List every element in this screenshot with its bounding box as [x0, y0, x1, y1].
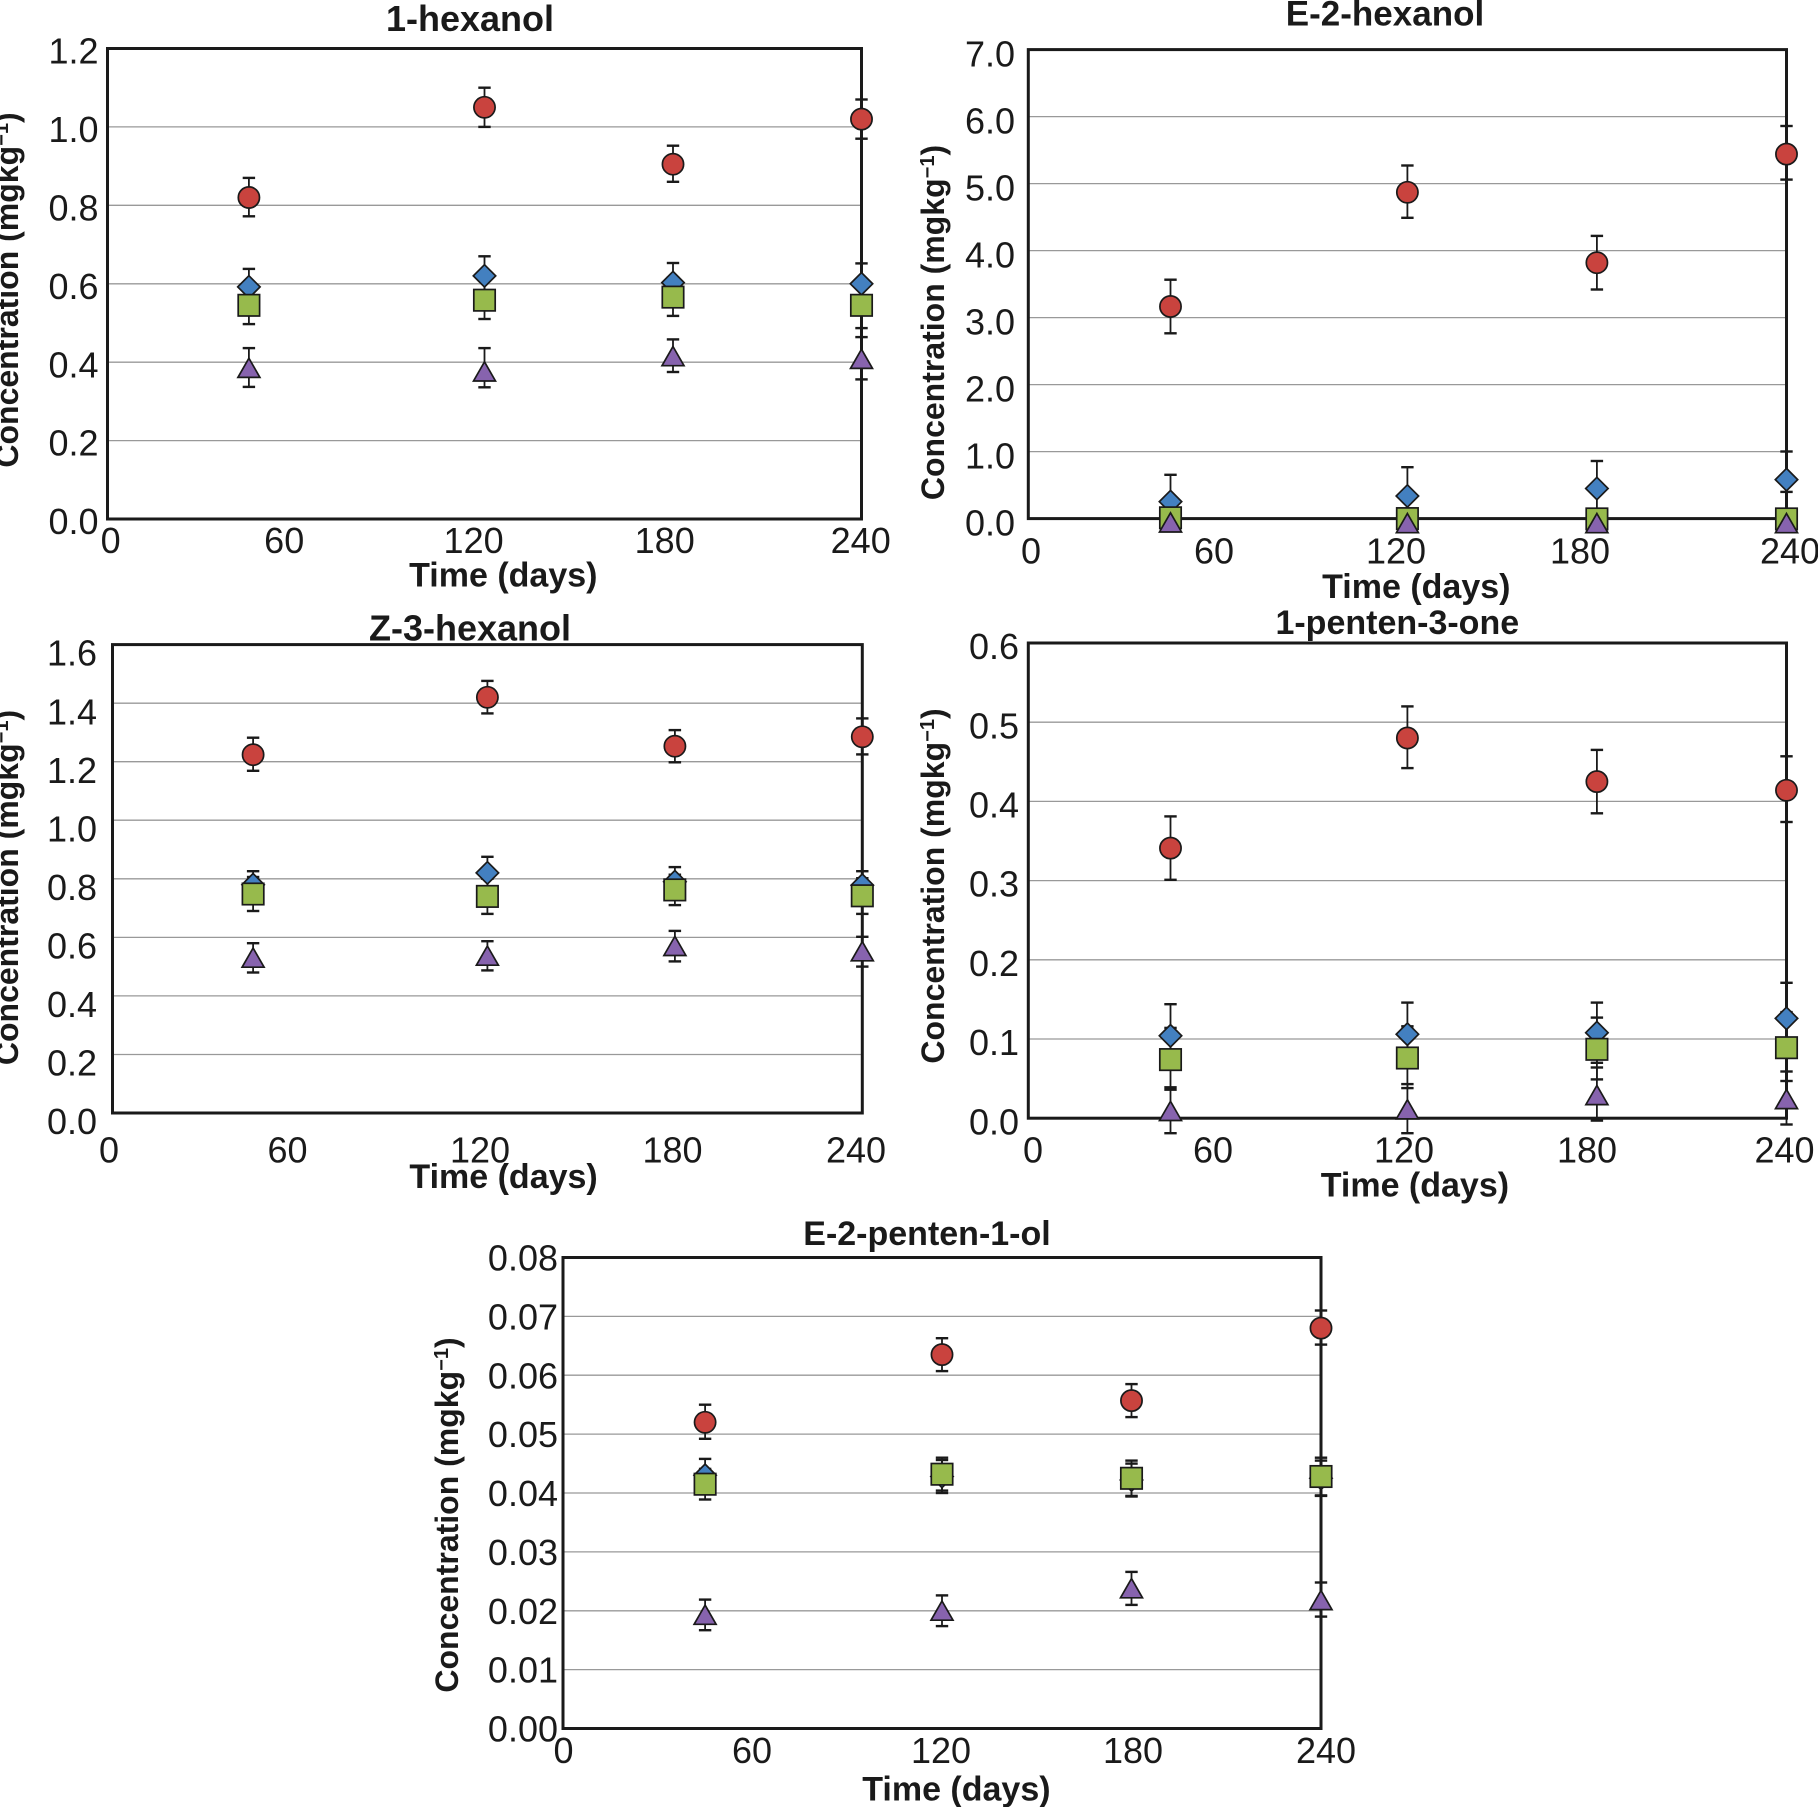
svg-text:0.04: 0.04 [488, 1473, 558, 1514]
svg-text:Concentration (mgkg−1): Concentration (mgkg−1) [915, 708, 951, 1063]
svg-text:0.02: 0.02 [488, 1591, 558, 1632]
svg-text:1.6: 1.6 [47, 633, 97, 674]
svg-text:1.2: 1.2 [47, 750, 97, 791]
svg-text:Time (days): Time (days) [1321, 1167, 1509, 1205]
svg-text:0.5: 0.5 [969, 705, 1019, 746]
svg-text:60: 60 [1194, 531, 1234, 572]
svg-text:0.0: 0.0 [47, 1101, 97, 1142]
svg-text:0.08: 0.08 [488, 1238, 558, 1279]
svg-text:0.2: 0.2 [47, 1043, 97, 1084]
svg-text:120: 120 [1366, 531, 1426, 572]
svg-text:180: 180 [635, 520, 695, 561]
svg-text:1.2: 1.2 [48, 31, 98, 72]
svg-text:180: 180 [1550, 531, 1610, 572]
svg-text:1.0: 1.0 [47, 808, 97, 849]
svg-text:0.8: 0.8 [48, 188, 98, 229]
svg-text:Time (days): Time (days) [409, 557, 597, 595]
svg-text:0.4: 0.4 [47, 984, 97, 1025]
svg-text:0.6: 0.6 [48, 266, 98, 307]
svg-text:0.0: 0.0 [965, 503, 1015, 544]
svg-text:1-hexanol: 1-hexanol [386, 0, 554, 39]
svg-text:0.05: 0.05 [488, 1414, 558, 1455]
svg-text:180: 180 [642, 1129, 702, 1170]
svg-text:Time (days): Time (days) [862, 1771, 1050, 1807]
svg-text:120: 120 [450, 1129, 510, 1170]
svg-text:0.00: 0.00 [488, 1709, 558, 1750]
svg-text:0.0: 0.0 [969, 1101, 1019, 1142]
svg-text:60: 60 [264, 520, 304, 561]
svg-text:0: 0 [101, 520, 121, 561]
svg-text:2.0: 2.0 [965, 369, 1015, 410]
svg-text:4.0: 4.0 [965, 235, 1015, 276]
svg-text:Concentration (mgkg−1): Concentration (mgkg−1) [0, 112, 25, 467]
svg-text:Concentration (mgkg−1): Concentration (mgkg−1) [915, 145, 951, 500]
svg-text:0: 0 [99, 1129, 119, 1170]
svg-text:0.2: 0.2 [48, 423, 98, 464]
svg-text:0: 0 [1023, 1130, 1043, 1171]
svg-text:0.0: 0.0 [48, 501, 98, 542]
svg-text:E-2-hexanol: E-2-hexanol [1286, 0, 1484, 34]
svg-text:240: 240 [1296, 1730, 1356, 1771]
svg-text:1.4: 1.4 [47, 691, 97, 732]
svg-text:0: 0 [553, 1730, 573, 1771]
svg-text:5.0: 5.0 [965, 168, 1015, 209]
svg-text:0.07: 0.07 [488, 1297, 558, 1338]
svg-text:60: 60 [732, 1730, 772, 1771]
svg-text:240: 240 [826, 1129, 886, 1170]
svg-text:Time (days): Time (days) [1322, 568, 1510, 606]
svg-text:7.0: 7.0 [965, 34, 1015, 75]
svg-text:60: 60 [267, 1129, 307, 1170]
svg-text:180: 180 [1557, 1130, 1617, 1171]
svg-text:0.8: 0.8 [47, 867, 97, 908]
svg-text:0.2: 0.2 [969, 943, 1019, 984]
svg-text:0.4: 0.4 [969, 785, 1019, 826]
svg-text:240: 240 [1760, 531, 1818, 572]
svg-text:3.0: 3.0 [965, 302, 1015, 343]
svg-text:120: 120 [911, 1730, 971, 1771]
svg-text:240: 240 [831, 520, 891, 561]
svg-text:0.01: 0.01 [488, 1650, 558, 1691]
svg-text:Concentration (mgkg−1): Concentration (mgkg−1) [429, 1337, 465, 1692]
svg-text:0.4: 0.4 [48, 344, 98, 385]
svg-text:0.06: 0.06 [488, 1355, 558, 1396]
svg-text:1.0: 1.0 [48, 109, 98, 150]
svg-text:Concentration (mgkg−1): Concentration (mgkg−1) [0, 710, 25, 1065]
svg-text:6.0: 6.0 [965, 101, 1015, 142]
svg-text:60: 60 [1193, 1130, 1233, 1171]
svg-text:0.3: 0.3 [969, 864, 1019, 905]
svg-text:0.6: 0.6 [969, 626, 1019, 667]
svg-text:240: 240 [1754, 1130, 1814, 1171]
svg-text:Z-3-hexanol: Z-3-hexanol [369, 607, 571, 648]
svg-text:1-penten-3-one: 1-penten-3-one [1275, 604, 1519, 642]
svg-text:Time (days): Time (days) [409, 1158, 597, 1196]
svg-text:180: 180 [1103, 1730, 1163, 1771]
svg-text:E-2-penten-1-ol: E-2-penten-1-ol [803, 1215, 1050, 1253]
svg-text:0.1: 0.1 [969, 1022, 1019, 1063]
svg-text:0.6: 0.6 [47, 926, 97, 967]
svg-text:120: 120 [1374, 1130, 1434, 1171]
svg-text:120: 120 [444, 520, 504, 561]
svg-text:0: 0 [1021, 531, 1041, 572]
svg-text:0.03: 0.03 [488, 1532, 558, 1573]
svg-text:1.0: 1.0 [965, 436, 1015, 477]
